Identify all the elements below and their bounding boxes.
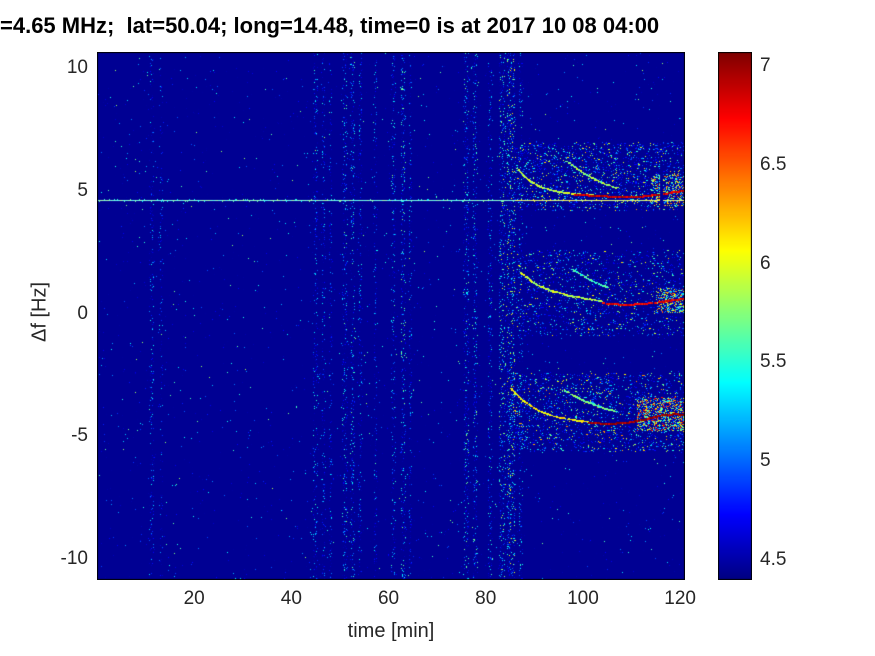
colorbar (718, 52, 752, 580)
x-tick-label: 20 (183, 588, 205, 609)
x-tick-label: 60 (377, 588, 400, 609)
x-axis-label: time [min] (347, 620, 435, 642)
y-tick-label: -10 (60, 548, 88, 570)
y-tick-label: 0 (77, 302, 88, 324)
colorbar-tick-label: 5 (760, 450, 771, 472)
y-tick-label: 5 (77, 179, 88, 201)
x-tick-label: 40 (280, 588, 302, 609)
colorbar-tick-label: 6.5 (760, 153, 787, 175)
colorbar-tick-label: 7 (760, 54, 771, 76)
y-tick-label: 10 (66, 56, 88, 78)
colorbar-tick-label: 4.5 (760, 549, 787, 571)
chart-title: =4.65 MHz; lat=50.04; long=14.48, time=0… (0, 13, 660, 38)
x-tick-label: 120 (664, 588, 696, 609)
x-tick-label: 80 (475, 588, 497, 609)
colorbar-tick-label: 5.5 (760, 351, 787, 373)
x-tick-label: 100 (567, 588, 599, 609)
y-tick-label: -5 (71, 425, 88, 447)
spectrogram-heatmap (97, 52, 685, 580)
colorbar-tick-label: 6 (760, 252, 771, 274)
